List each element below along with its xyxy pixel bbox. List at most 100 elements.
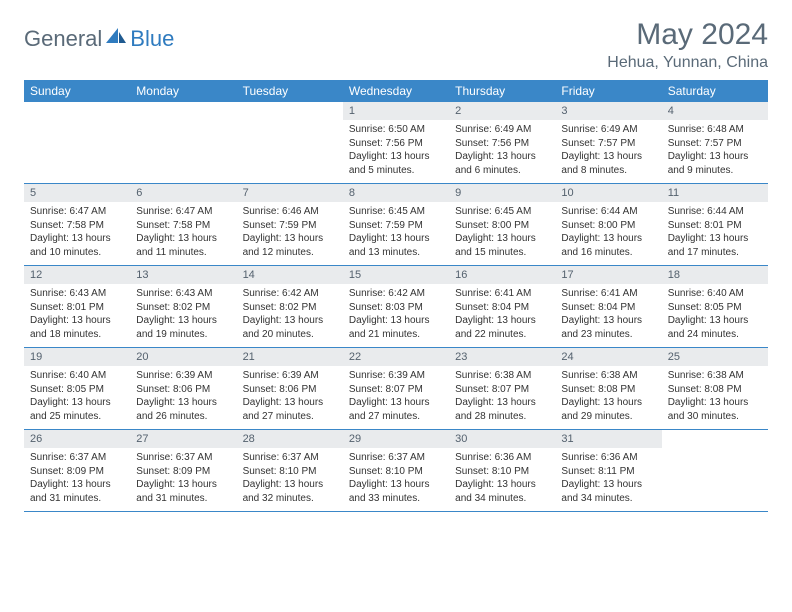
dow-cell: Tuesday: [237, 80, 343, 102]
day-cell: 16Sunrise: 6:41 AMSunset: 8:04 PMDayligh…: [449, 266, 555, 347]
week-row: 26Sunrise: 6:37 AMSunset: 8:09 PMDayligh…: [24, 430, 768, 512]
dow-cell: Saturday: [662, 80, 768, 102]
day-cell: 1Sunrise: 6:50 AMSunset: 7:56 PMDaylight…: [343, 102, 449, 183]
daylight-line: Daylight: 13 hours and 15 minutes.: [455, 232, 549, 259]
day-body: Sunrise: 6:43 AMSunset: 8:01 PMDaylight:…: [24, 284, 130, 347]
sunrise-line: Sunrise: 6:49 AM: [455, 123, 549, 137]
day-cell: 13Sunrise: 6:43 AMSunset: 8:02 PMDayligh…: [130, 266, 236, 347]
day-body: Sunrise: 6:43 AMSunset: 8:02 PMDaylight:…: [130, 284, 236, 347]
daylight-line: Daylight: 13 hours and 27 minutes.: [243, 396, 337, 423]
day-number: 13: [130, 266, 236, 284]
day-number: 5: [24, 184, 130, 202]
daylight-line: Daylight: 13 hours and 6 minutes.: [455, 150, 549, 177]
sunset-line: Sunset: 8:02 PM: [136, 301, 230, 315]
daylight-line: Daylight: 13 hours and 32 minutes.: [243, 478, 337, 505]
dow-cell: Friday: [555, 80, 661, 102]
sunset-line: Sunset: 8:09 PM: [30, 465, 124, 479]
sunrise-line: Sunrise: 6:48 AM: [668, 123, 762, 137]
sunrise-line: Sunrise: 6:37 AM: [349, 451, 443, 465]
daylight-line: Daylight: 13 hours and 10 minutes.: [30, 232, 124, 259]
day-body: Sunrise: 6:42 AMSunset: 8:02 PMDaylight:…: [237, 284, 343, 347]
day-cell: 4Sunrise: 6:48 AMSunset: 7:57 PMDaylight…: [662, 102, 768, 183]
day-number: 6: [130, 184, 236, 202]
sunset-line: Sunset: 8:03 PM: [349, 301, 443, 315]
day-number: 7: [237, 184, 343, 202]
sunset-line: Sunset: 8:06 PM: [136, 383, 230, 397]
day-cell: 10Sunrise: 6:44 AMSunset: 8:00 PMDayligh…: [555, 184, 661, 265]
sunrise-line: Sunrise: 6:47 AM: [30, 205, 124, 219]
day-body: Sunrise: 6:40 AMSunset: 8:05 PMDaylight:…: [24, 366, 130, 429]
day-cell: 23Sunrise: 6:38 AMSunset: 8:07 PMDayligh…: [449, 348, 555, 429]
day-cell: 2Sunrise: 6:49 AMSunset: 7:56 PMDaylight…: [449, 102, 555, 183]
day-cell: 26Sunrise: 6:37 AMSunset: 8:09 PMDayligh…: [24, 430, 130, 511]
daylight-line: Daylight: 13 hours and 33 minutes.: [349, 478, 443, 505]
day-body: Sunrise: 6:38 AMSunset: 8:08 PMDaylight:…: [662, 366, 768, 429]
sunset-line: Sunset: 8:00 PM: [455, 219, 549, 233]
day-cell: 24Sunrise: 6:38 AMSunset: 8:08 PMDayligh…: [555, 348, 661, 429]
day-body: Sunrise: 6:39 AMSunset: 8:06 PMDaylight:…: [237, 366, 343, 429]
sunrise-line: Sunrise: 6:43 AM: [30, 287, 124, 301]
day-number: 8: [343, 184, 449, 202]
week-row: 5Sunrise: 6:47 AMSunset: 7:58 PMDaylight…: [24, 184, 768, 266]
logo-text-blue: Blue: [130, 26, 174, 52]
sunset-line: Sunset: 7:59 PM: [243, 219, 337, 233]
sunset-line: Sunset: 8:00 PM: [561, 219, 655, 233]
day-cell: 15Sunrise: 6:42 AMSunset: 8:03 PMDayligh…: [343, 266, 449, 347]
dow-cell: Sunday: [24, 80, 130, 102]
day-number: 27: [130, 430, 236, 448]
day-cell: 14Sunrise: 6:42 AMSunset: 8:02 PMDayligh…: [237, 266, 343, 347]
day-cell: 12Sunrise: 6:43 AMSunset: 8:01 PMDayligh…: [24, 266, 130, 347]
sunset-line: Sunset: 8:02 PM: [243, 301, 337, 315]
sunset-line: Sunset: 8:10 PM: [243, 465, 337, 479]
daylight-line: Daylight: 13 hours and 27 minutes.: [349, 396, 443, 423]
sunset-line: Sunset: 7:57 PM: [668, 137, 762, 151]
title-block: May 2024 Hehua, Yunnan, China: [607, 18, 768, 72]
daylight-line: Daylight: 13 hours and 30 minutes.: [668, 396, 762, 423]
day-number: 30: [449, 430, 555, 448]
day-number: 11: [662, 184, 768, 202]
day-cell: 8Sunrise: 6:45 AMSunset: 7:59 PMDaylight…: [343, 184, 449, 265]
sunset-line: Sunset: 8:07 PM: [455, 383, 549, 397]
sunrise-line: Sunrise: 6:42 AM: [243, 287, 337, 301]
day-number: 25: [662, 348, 768, 366]
sunset-line: Sunset: 7:58 PM: [136, 219, 230, 233]
daylight-line: Daylight: 13 hours and 18 minutes.: [30, 314, 124, 341]
day-cell: 7Sunrise: 6:46 AMSunset: 7:59 PMDaylight…: [237, 184, 343, 265]
day-cell: .: [130, 102, 236, 183]
day-body: Sunrise: 6:36 AMSunset: 8:11 PMDaylight:…: [555, 448, 661, 511]
day-body: Sunrise: 6:36 AMSunset: 8:10 PMDaylight:…: [449, 448, 555, 511]
daylight-line: Daylight: 13 hours and 11 minutes.: [136, 232, 230, 259]
day-cell: 17Sunrise: 6:41 AMSunset: 8:04 PMDayligh…: [555, 266, 661, 347]
week-row: 12Sunrise: 6:43 AMSunset: 8:01 PMDayligh…: [24, 266, 768, 348]
day-body: Sunrise: 6:38 AMSunset: 8:08 PMDaylight:…: [555, 366, 661, 429]
day-cell: 28Sunrise: 6:37 AMSunset: 8:10 PMDayligh…: [237, 430, 343, 511]
day-cell: 29Sunrise: 6:37 AMSunset: 8:10 PMDayligh…: [343, 430, 449, 511]
day-body: Sunrise: 6:41 AMSunset: 8:04 PMDaylight:…: [555, 284, 661, 347]
day-cell: .: [24, 102, 130, 183]
day-cell: .: [662, 430, 768, 511]
day-body: Sunrise: 6:39 AMSunset: 8:06 PMDaylight:…: [130, 366, 236, 429]
day-number: 21: [237, 348, 343, 366]
daylight-line: Daylight: 13 hours and 31 minutes.: [30, 478, 124, 505]
day-number: 14: [237, 266, 343, 284]
day-body: Sunrise: 6:38 AMSunset: 8:07 PMDaylight:…: [449, 366, 555, 429]
sunset-line: Sunset: 8:10 PM: [455, 465, 549, 479]
week-row: 19Sunrise: 6:40 AMSunset: 8:05 PMDayligh…: [24, 348, 768, 430]
day-cell: 6Sunrise: 6:47 AMSunset: 7:58 PMDaylight…: [130, 184, 236, 265]
day-cell: 11Sunrise: 6:44 AMSunset: 8:01 PMDayligh…: [662, 184, 768, 265]
sunset-line: Sunset: 8:05 PM: [668, 301, 762, 315]
dow-cell: Monday: [130, 80, 236, 102]
day-body: Sunrise: 6:44 AMSunset: 8:00 PMDaylight:…: [555, 202, 661, 265]
daylight-line: Daylight: 13 hours and 24 minutes.: [668, 314, 762, 341]
sunrise-line: Sunrise: 6:46 AM: [243, 205, 337, 219]
day-cell: 20Sunrise: 6:39 AMSunset: 8:06 PMDayligh…: [130, 348, 236, 429]
sunrise-line: Sunrise: 6:36 AM: [455, 451, 549, 465]
day-number: 4: [662, 102, 768, 120]
day-body: Sunrise: 6:37 AMSunset: 8:10 PMDaylight:…: [237, 448, 343, 511]
sunset-line: Sunset: 8:01 PM: [30, 301, 124, 315]
daylight-line: Daylight: 13 hours and 26 minutes.: [136, 396, 230, 423]
daylight-line: Daylight: 13 hours and 31 minutes.: [136, 478, 230, 505]
daylight-line: Daylight: 13 hours and 34 minutes.: [455, 478, 549, 505]
day-cell: 9Sunrise: 6:45 AMSunset: 8:00 PMDaylight…: [449, 184, 555, 265]
daylight-line: Daylight: 13 hours and 29 minutes.: [561, 396, 655, 423]
